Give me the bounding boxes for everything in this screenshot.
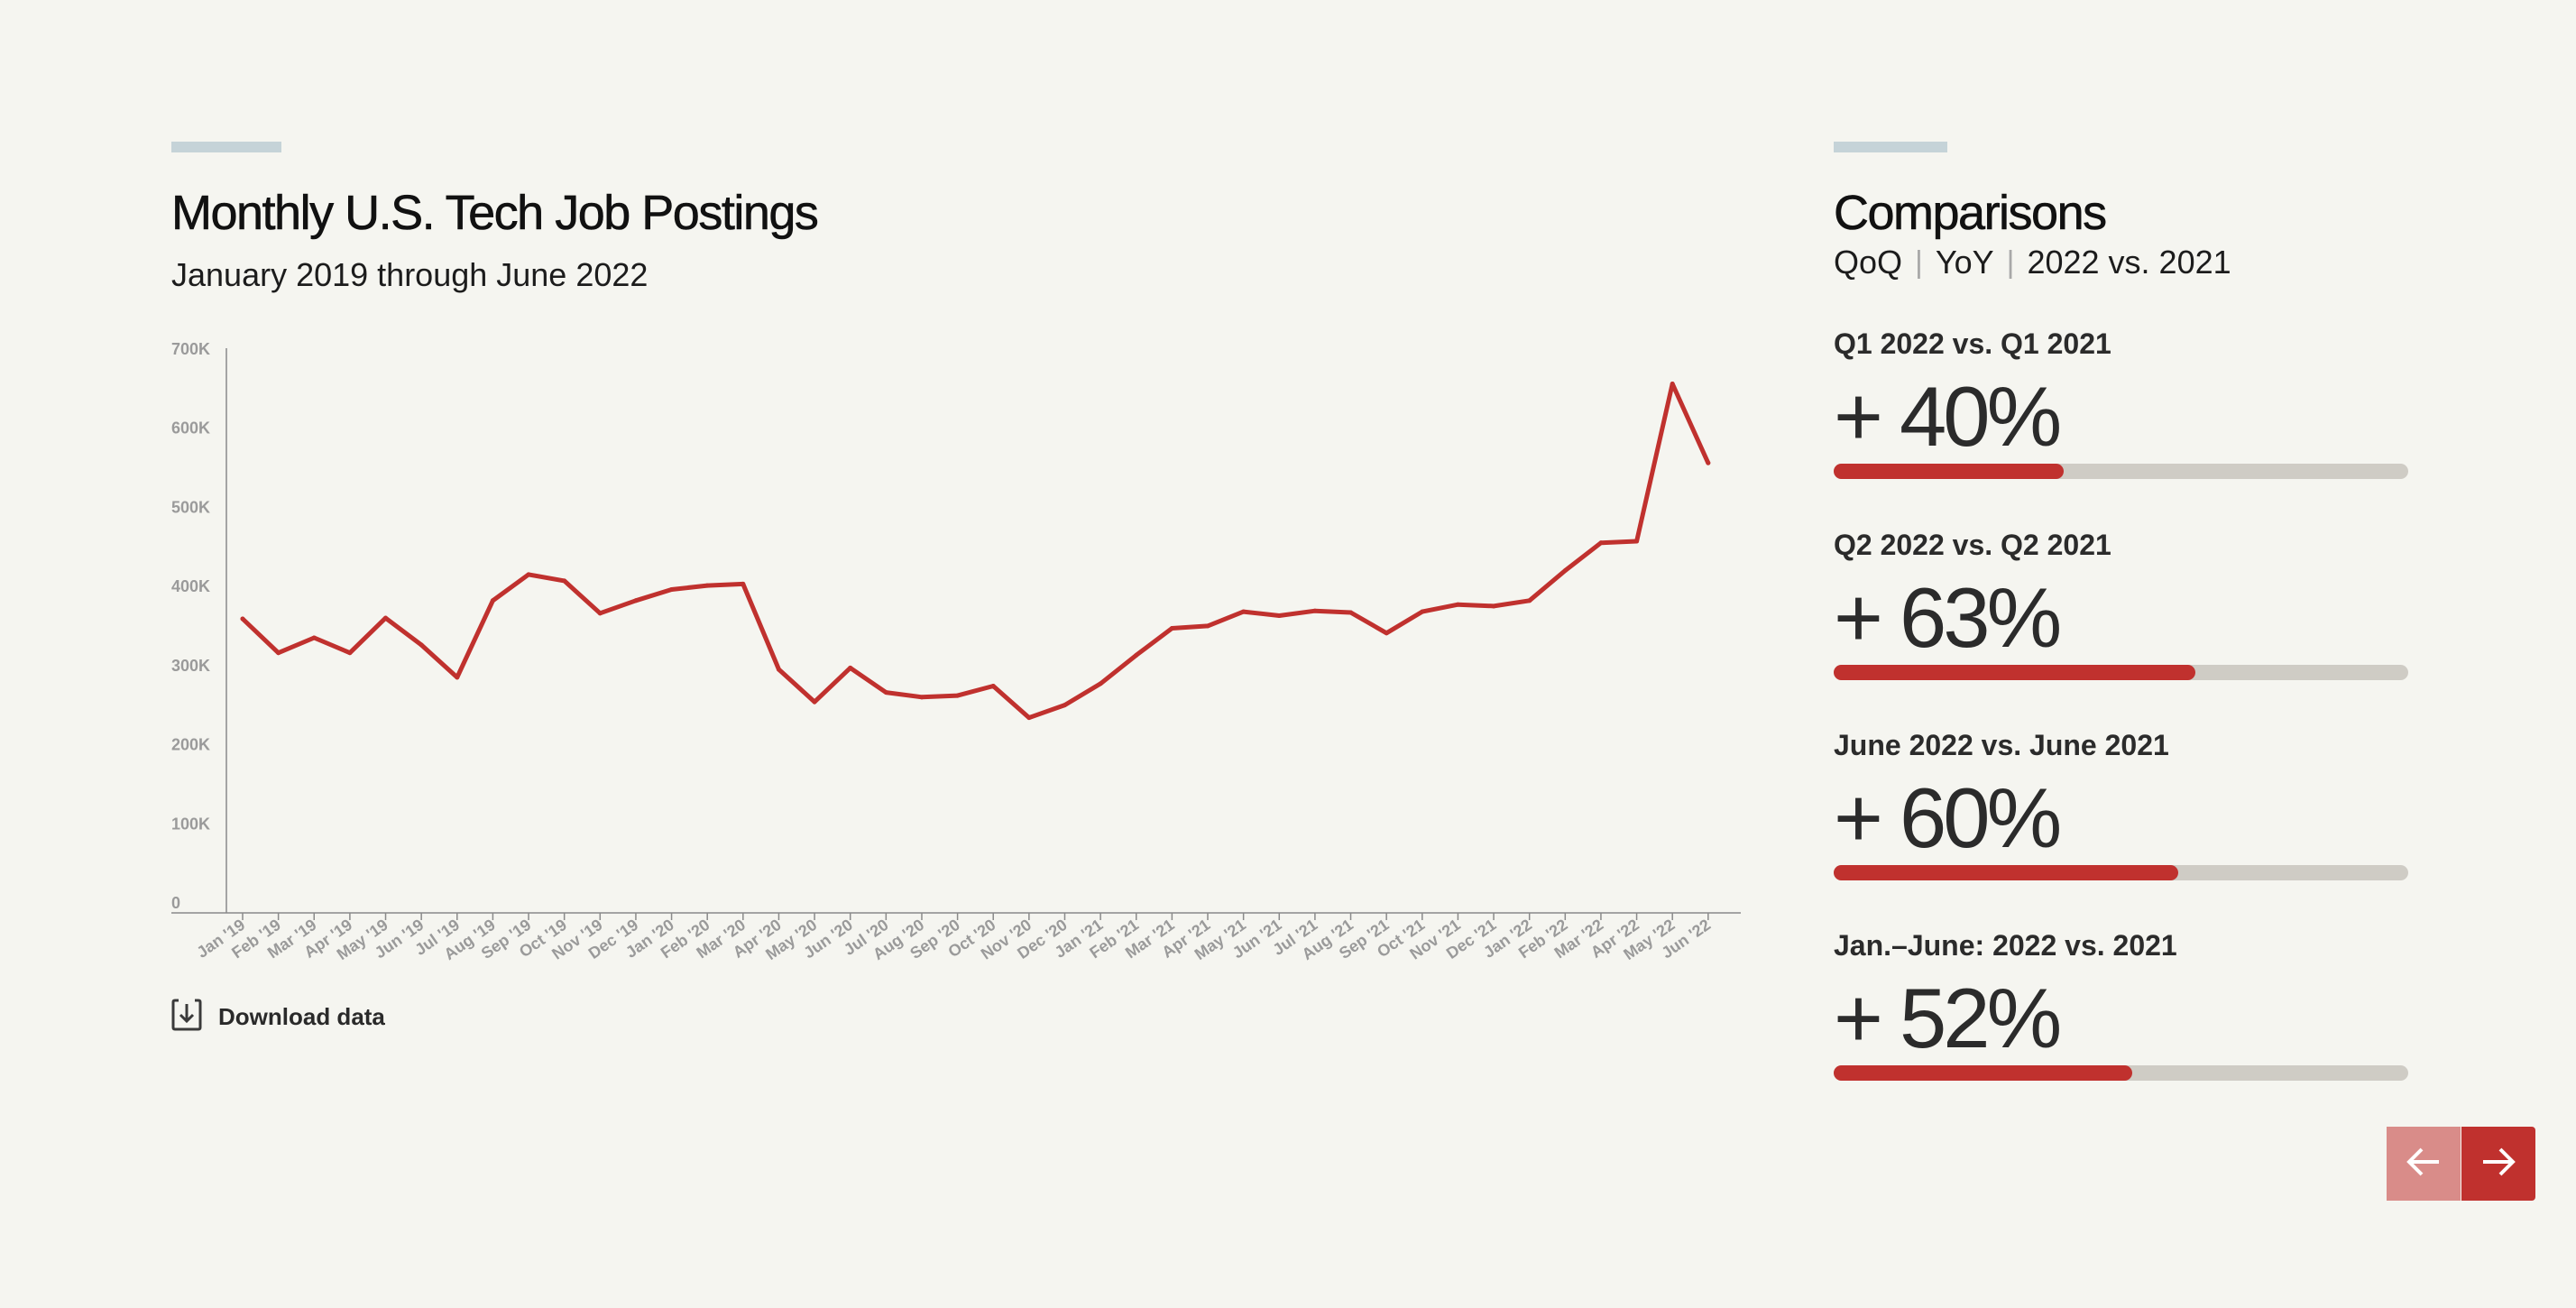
y-tick-label: 100K <box>171 815 210 833</box>
tab-separator: | <box>1915 244 1923 280</box>
y-tick-label: 0 <box>171 894 180 912</box>
comparison-value: + 60% <box>1834 770 2062 865</box>
series-line <box>240 382 1711 721</box>
comparison-value: + 63% <box>1834 570 2062 665</box>
comparison-bar-track <box>1834 464 2408 479</box>
comparison-bar-track <box>1834 865 2408 880</box>
data-point <box>1312 608 1318 613</box>
y-tick-label: 300K <box>171 657 210 675</box>
comparisons-title: Comparisons <box>1834 186 2108 241</box>
next-button[interactable] <box>2461 1127 2535 1201</box>
data-point <box>347 650 353 656</box>
data-point <box>1026 715 1032 721</box>
comparison-value: + 40% <box>1834 369 2062 464</box>
data-point <box>562 578 567 584</box>
data-point <box>490 598 495 603</box>
data-point <box>1134 652 1139 658</box>
previous-button[interactable] <box>2387 1127 2461 1201</box>
data-point <box>597 611 603 616</box>
data-point <box>1491 603 1496 609</box>
comparisons-header-accent <box>1834 142 1947 152</box>
data-point <box>776 667 781 672</box>
data-point <box>1455 602 1460 607</box>
y-tick-label: 200K <box>171 736 210 754</box>
data-point <box>883 690 888 695</box>
data-point <box>276 650 281 656</box>
data-point <box>1670 381 1675 386</box>
arrow-right-icon <box>2480 1147 2516 1182</box>
data-point <box>812 699 817 705</box>
comparison-label: Jan.–June: 2022 vs. 2021 <box>1834 929 2177 962</box>
data-point <box>848 665 853 670</box>
data-point <box>990 684 996 689</box>
data-point <box>1527 598 1532 603</box>
comparison-bar-track <box>1834 1065 2408 1081</box>
data-point <box>419 642 424 648</box>
y-tick-label: 700K <box>171 340 210 358</box>
data-point <box>1634 539 1640 544</box>
data-point <box>1276 613 1282 618</box>
y-tick-label: 400K <box>171 577 210 595</box>
data-point <box>1562 567 1568 573</box>
data-point <box>1169 626 1174 631</box>
tab-separator: | <box>2006 244 2015 280</box>
download-icon <box>171 999 202 1036</box>
comparison-card: June 2022 vs. June 2021 + 60% <box>1834 726 2408 880</box>
data-point <box>1348 610 1354 615</box>
data-point <box>311 635 317 640</box>
comparison-card: Jan.–June: 2022 vs. 2021 + 52% <box>1834 926 2408 1081</box>
data-point <box>1241 609 1247 614</box>
data-point <box>704 583 710 588</box>
data-point <box>1205 623 1210 629</box>
data-point <box>633 598 639 603</box>
comparison-bar-track <box>1834 665 2408 680</box>
data-point <box>669 587 675 593</box>
data-point <box>1062 703 1067 708</box>
arrow-left-icon <box>2406 1147 2442 1182</box>
comparison-value: + 52% <box>1834 971 2062 1065</box>
comparison-bar-fill <box>1834 464 2064 479</box>
comparison-label: Q1 2022 vs. Q1 2021 <box>1834 327 2111 360</box>
data-point <box>240 616 245 622</box>
comparison-label: Q2 2022 vs. Q2 2021 <box>1834 529 2111 561</box>
comparison-card: Q1 2022 vs. Q1 2021 + 40% <box>1834 325 2408 479</box>
chart-header-accent <box>171 142 281 152</box>
data-point <box>526 572 531 577</box>
comparison-bar-fill <box>1834 865 2179 880</box>
comparison-label: June 2022 vs. June 2021 <box>1834 729 2169 761</box>
comparison-bar-fill <box>1834 665 2196 680</box>
download-data-link[interactable]: Download data <box>171 999 385 1035</box>
data-point <box>1598 540 1604 546</box>
chart-title: Monthly U.S. Tech Job Postings <box>171 186 819 241</box>
data-point <box>1098 681 1103 686</box>
data-point <box>383 615 389 621</box>
y-tick-label: 600K <box>171 419 210 438</box>
tab-qoq[interactable]: QoQ <box>1834 244 1903 281</box>
y-tick-label: 500K <box>171 498 210 516</box>
tab-2022-vs-2021[interactable]: 2022 vs. 2021 <box>2027 244 2231 281</box>
comparison-bar-fill <box>1834 1065 2133 1081</box>
data-point <box>1384 631 1389 636</box>
tab-yoy[interactable]: YoY <box>1935 244 1994 281</box>
comparison-tabs: QoQ | YoY | 2022 vs. 2021 <box>1834 244 2231 281</box>
download-data-label: Download data <box>218 1002 385 1030</box>
data-point <box>1706 460 1711 465</box>
data-point <box>455 675 460 680</box>
comparison-card: Q2 2022 vs. Q2 2021 + 63% <box>1834 526 2408 680</box>
data-point <box>919 695 925 700</box>
data-point <box>741 581 746 586</box>
chart-subtitle: January 2019 through June 2022 <box>171 256 649 293</box>
data-point <box>1420 609 1425 614</box>
data-point <box>955 693 961 698</box>
